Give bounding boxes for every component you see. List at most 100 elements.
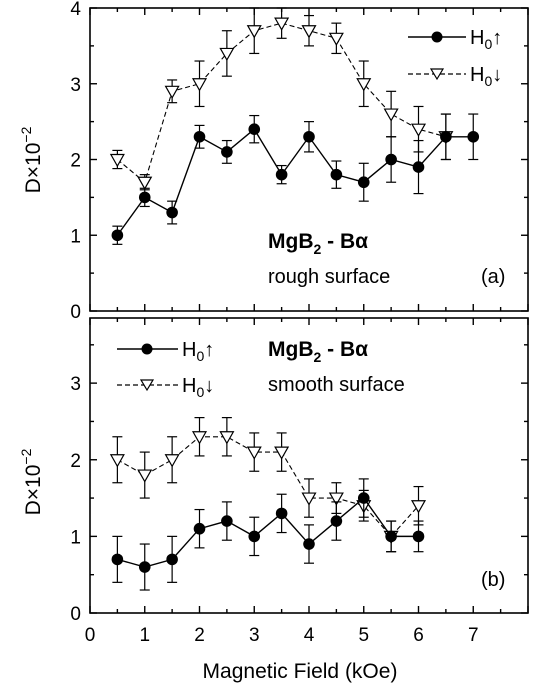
panel-b-y-tick-labels: 0 1 2 3 (70, 374, 81, 625)
x-tick-label: 5 (358, 625, 369, 646)
legend-a-up-marker (431, 31, 443, 43)
legend-b-up-marker (141, 343, 153, 355)
data-point (221, 515, 233, 527)
data-point (385, 530, 397, 543)
legend-b-down-marker (139, 379, 155, 392)
x-tick-label: 6 (413, 625, 424, 646)
x-axis-label: Magnetic Field (kOe) (203, 660, 398, 683)
panel-b-label: (b) (481, 569, 505, 591)
data-point (410, 500, 427, 514)
data-point (275, 507, 288, 520)
data-point (164, 85, 180, 100)
data-point (221, 146, 233, 158)
panel-a-series (109, 7, 480, 245)
x-tick-label: 4 (304, 625, 315, 646)
data-point (219, 431, 235, 445)
panel-b-y-axis-label: D×10−2 (18, 448, 45, 515)
panel-b-annotation: smooth surface (268, 374, 405, 396)
data-point (357, 176, 370, 189)
data-point (191, 78, 208, 92)
panel-b-title: MgB2 - Bα (268, 338, 368, 365)
data-point (357, 492, 370, 504)
legend-b-down-label: H0↓ (182, 375, 214, 400)
data-point (303, 538, 315, 550)
data-point (246, 25, 262, 39)
panel-a-legend: H0↑ H0↓ (408, 27, 502, 89)
data-point (109, 153, 125, 168)
data-point (137, 176, 153, 190)
series-line (116, 128, 474, 236)
panel-a-title: MgB2 - Bα (268, 230, 368, 257)
panel-a-ticks (89, 7, 529, 312)
legend-b-up-label: H0↑ (182, 339, 214, 364)
y-tick-label: 1 (70, 527, 81, 548)
y-tick-label: 2 (70, 151, 81, 172)
x-tick-label: 7 (468, 625, 479, 646)
data-point (166, 206, 178, 219)
data-point (330, 515, 343, 527)
series-increasing (111, 113, 480, 245)
series-increasing (111, 478, 425, 591)
panel-a-y-axis-label: D×10−2 (18, 126, 45, 193)
y-tick-label: 0 (70, 302, 81, 323)
data-point (412, 161, 425, 173)
data-point (248, 530, 261, 543)
y-tick-label: 0 (70, 604, 81, 625)
data-point (440, 130, 452, 143)
data-point (303, 130, 315, 143)
data-point (109, 454, 125, 468)
data-point (328, 492, 344, 506)
y-tick-label: 3 (70, 374, 81, 395)
data-point (138, 191, 151, 204)
data-point (385, 153, 397, 166)
data-point (138, 561, 151, 573)
panel-b: 0 1 2 3 0 1 2 3 4 5 6 7 D×10−2 H0↑ H0↓ MgB2 - Bα s… (18, 317, 529, 683)
data-point (137, 469, 153, 483)
panel-a: 0 1 2 3 4 D×10−2 H0↑ H0↓ MgB2 - Bα rough sur… (18, 0, 529, 323)
series-line (117, 497, 419, 568)
data-point (193, 522, 206, 535)
y-tick-label: 3 (70, 75, 81, 96)
data-point (301, 25, 317, 39)
data-point (193, 130, 206, 143)
x-tick-label: 2 (194, 625, 205, 646)
panel-b-frame (89, 317, 529, 614)
data-point (356, 78, 372, 92)
y-tick-label: 1 (70, 226, 81, 247)
data-point (467, 130, 480, 143)
legend-a-down-marker (429, 68, 445, 81)
data-point (166, 553, 178, 566)
legend-a-up-label: H0↑ (470, 27, 502, 52)
data-point (330, 168, 343, 181)
y-tick-label: 4 (70, 0, 81, 20)
series-decreasing (109, 417, 427, 553)
legend-a-down-label: H0↓ (470, 64, 502, 89)
data-point (328, 32, 344, 47)
panel-b-x-tick-labels: 0 1 2 3 4 5 6 7 (85, 625, 479, 646)
panel-a-label: (a) (481, 266, 505, 288)
data-point (246, 446, 262, 460)
panel-b-legend: H0↑ H0↓ (117, 339, 214, 400)
panel-a-annotation: rough surface (268, 266, 390, 288)
data-point (164, 454, 180, 468)
data-point (248, 123, 261, 135)
panel-a-y-tick-labels: 0 1 2 3 4 (70, 0, 81, 323)
x-tick-label: 0 (85, 625, 96, 646)
panel-b-ticks (89, 318, 529, 614)
data-point (191, 431, 208, 445)
y-tick-label: 2 (70, 451, 81, 472)
data-point (274, 446, 290, 460)
data-point (383, 108, 399, 122)
data-point (412, 530, 425, 543)
x-tick-label: 3 (249, 625, 260, 646)
data-point (410, 123, 427, 137)
series-line (117, 436, 419, 538)
panel-b-series (109, 417, 427, 591)
data-point (219, 47, 235, 62)
data-point (275, 168, 288, 181)
data-point (301, 492, 317, 506)
data-point (111, 553, 124, 566)
data-point (274, 17, 290, 31)
data-point (111, 229, 124, 242)
